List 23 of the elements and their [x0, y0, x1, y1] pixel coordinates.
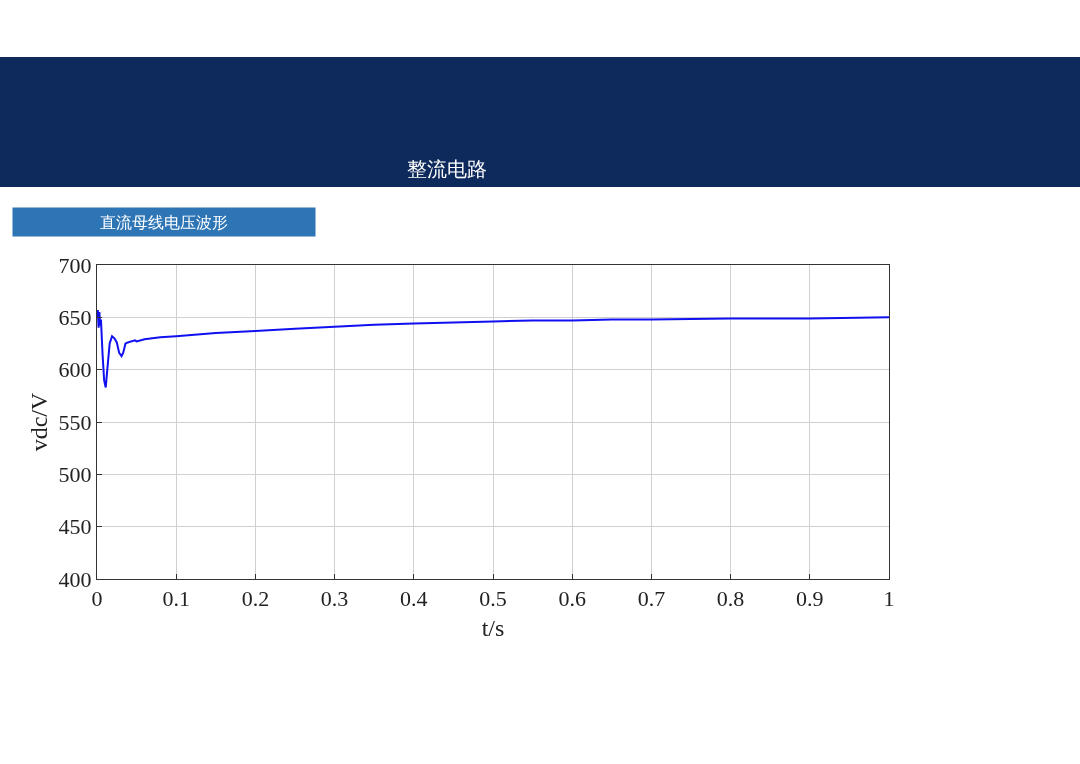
x-tick-label: 0.8 [716, 586, 745, 612]
x-axis-title: t/s [481, 614, 505, 641]
x-tick-label: 1 [883, 586, 895, 612]
chart-title: 整流电路 [407, 157, 487, 181]
y-tick-label: 400 [58, 566, 92, 592]
y-tick-label: 700 [58, 252, 92, 278]
y-tick-label: 650 [58, 305, 92, 331]
x-tick-label: 0.6 [558, 586, 586, 612]
y-tick-label: 550 [58, 409, 92, 435]
y-tick-label: 450 [58, 514, 92, 540]
x-tick-label: 0.7 [637, 586, 666, 612]
x-tick-label: 0.1 [162, 586, 190, 612]
y-tick-label: 600 [58, 357, 92, 383]
x-tick-label: 0.4 [400, 586, 428, 612]
x-tick-label: 0 [91, 586, 103, 612]
y-tick-label: 500 [58, 462, 92, 488]
line-series [97, 309, 889, 389]
chart-subtitle: 直流母线电压波形 [100, 212, 228, 232]
y-axis-title: vdc/V [25, 392, 52, 452]
x-tick-label: 0.3 [320, 586, 349, 612]
x-tick-label: 0.9 [796, 586, 824, 612]
x-tick-label: 0.5 [479, 586, 507, 612]
x-tick-label: 0.2 [241, 586, 270, 612]
